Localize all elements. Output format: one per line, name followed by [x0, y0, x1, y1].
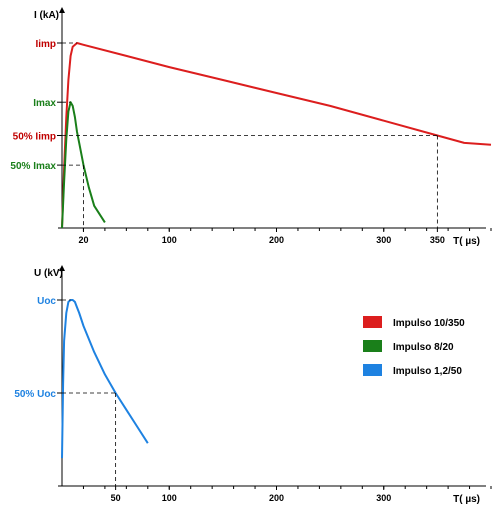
legend-swatch	[363, 340, 382, 352]
x-axis-title: T( µs)	[453, 494, 480, 505]
series-line	[61, 299, 149, 459]
x-tick-label: 100	[162, 493, 177, 503]
y-axis-title: U (kV)	[34, 268, 63, 279]
legend-label: Impulso 8/20	[393, 342, 454, 353]
x-tick-label: 200	[269, 235, 284, 245]
x-axis-title: T( µs)	[453, 236, 480, 247]
x-tick-label: 300	[376, 235, 391, 245]
y-level-label: Imax	[33, 98, 56, 109]
series-line	[61, 42, 492, 229]
y-level-label: Uoc	[37, 296, 56, 307]
legend-label: Impulso 10/350	[393, 318, 465, 329]
y-level-label: 50% Imax	[10, 161, 56, 172]
y-level-label: 50% Uoc	[14, 389, 56, 400]
y-level-label: 50% Iimp	[13, 132, 56, 143]
x-tick-label: 50	[111, 493, 121, 503]
x-tick-label: 300	[376, 493, 391, 503]
y-level-label: Iimp	[35, 39, 56, 50]
current-impulse-chart: I (kA) T( µs) 20 100 200 300 350 Iimp Imax 50% Ii…	[10, 7, 492, 247]
y-axis-title: I (kA)	[34, 10, 59, 21]
x-tick-label: 350	[430, 235, 445, 245]
legend-swatch	[363, 316, 382, 328]
voltage-impulse-chart: U (kV) T( µs) 50 100 200 300 Uoc 50% Uoc	[14, 265, 492, 505]
x-tick-label: 20	[78, 235, 88, 245]
legend: Impulso 10/350 Impulso 8/20 Impulso 1,2/50	[363, 316, 465, 377]
x-tick-label: 200	[269, 493, 284, 503]
series-line	[61, 101, 106, 229]
legend-label: Impulso 1,2/50	[393, 366, 462, 377]
x-tick-label: 100	[162, 235, 177, 245]
legend-swatch	[363, 364, 382, 376]
